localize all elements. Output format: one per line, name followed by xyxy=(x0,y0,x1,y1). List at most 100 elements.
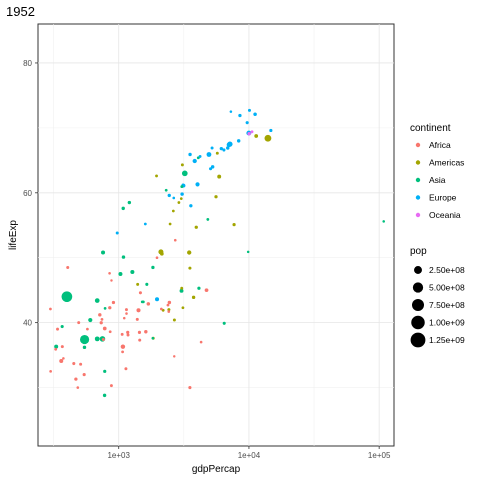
data-point-africa xyxy=(62,357,65,360)
data-point-americas xyxy=(187,250,192,255)
data-point-europe xyxy=(192,158,197,164)
data-point-asia xyxy=(60,324,64,329)
x-axis-ticks: 1e+03 1e+04 1e+05 xyxy=(107,446,391,460)
data-point-africa xyxy=(126,333,130,337)
data-point-asia xyxy=(145,282,149,286)
data-point-americas xyxy=(172,318,176,322)
legend-key-americas xyxy=(415,160,421,165)
data-point-europe xyxy=(209,167,213,171)
y-tick-label: 60 xyxy=(23,189,32,198)
data-point-americas xyxy=(160,252,164,256)
data-point-europe xyxy=(180,192,184,196)
size-legend-label: 2.50e+08 xyxy=(429,265,465,275)
data-point-europe xyxy=(143,222,147,226)
chart-title: 1952 xyxy=(6,4,35,19)
size-legend-label: 1.25e+09 xyxy=(429,335,465,345)
panel-border xyxy=(37,23,395,447)
size-legend: pop 2.50e+08 5.00e+08 7.50e+08 1.00e+09 1.25… xyxy=(410,246,465,348)
data-point-asia xyxy=(151,336,155,340)
data-point-americas xyxy=(215,151,219,155)
legend-label-africa: Africa xyxy=(429,140,451,150)
data-point-africa xyxy=(155,256,159,260)
data-point-africa xyxy=(167,310,171,313)
data-point-europe xyxy=(226,142,232,148)
data-point-europe xyxy=(219,146,223,151)
data-point-oceania xyxy=(247,132,251,136)
data-point-africa xyxy=(98,313,102,317)
data-point-americas xyxy=(217,174,222,179)
data-point-asia xyxy=(103,369,107,373)
data-point-africa xyxy=(110,279,113,282)
legend-label-americas: Americas xyxy=(429,158,464,168)
data-point-europe xyxy=(269,128,273,133)
data-point-africa xyxy=(82,373,86,377)
data-point-africa xyxy=(54,347,58,351)
data-point-africa xyxy=(49,307,52,311)
data-point-africa xyxy=(144,330,148,334)
data-point-europe xyxy=(229,110,233,113)
data-point-europe xyxy=(236,139,241,143)
data-point-europe xyxy=(222,148,226,152)
y-axis-ticks: 40 60 80 xyxy=(23,59,38,328)
data-point-europe xyxy=(198,155,202,158)
data-point-americas xyxy=(181,306,185,310)
data-point-americas xyxy=(155,174,158,178)
legend-key-europe xyxy=(415,195,421,200)
data-point-asia xyxy=(206,218,210,221)
data-point-europe xyxy=(189,204,193,208)
data-point-europe xyxy=(188,152,192,157)
data-point-africa xyxy=(126,330,130,334)
data-point-americas xyxy=(179,197,183,200)
data-point-africa xyxy=(99,321,103,325)
data-point-americas xyxy=(232,223,236,227)
data-point-africa xyxy=(111,300,116,305)
color-legend-title: continent xyxy=(410,123,451,134)
legend-label-europe: Europe xyxy=(429,193,457,203)
data-point-asia xyxy=(88,317,93,323)
data-point-asia xyxy=(103,307,107,310)
data-point-asia xyxy=(101,250,106,255)
data-point-africa xyxy=(102,326,107,331)
size-legend-key xyxy=(411,315,425,330)
data-point-americas xyxy=(254,134,259,138)
data-point-africa xyxy=(138,291,142,295)
size-legend-label: 7.50e+08 xyxy=(429,300,465,310)
data-point-africa xyxy=(72,362,76,366)
data-point-europe xyxy=(195,182,200,187)
data-point-africa xyxy=(100,318,104,321)
data-point-africa xyxy=(138,338,142,342)
data-point-europe xyxy=(245,121,249,125)
data-point-americas xyxy=(188,266,192,270)
data-point-africa xyxy=(166,303,170,307)
data-point-africa xyxy=(74,377,78,381)
data-point-europe xyxy=(172,196,176,200)
size-legend-key xyxy=(410,332,426,348)
data-point-americas xyxy=(191,295,196,300)
data-point-africa xyxy=(101,338,105,342)
data-point-africa xyxy=(188,386,192,390)
data-point-africa xyxy=(204,288,209,293)
legend-key-asia xyxy=(415,177,421,183)
data-point-asia xyxy=(94,336,100,342)
data-point-africa xyxy=(135,317,139,321)
data-point-africa xyxy=(137,330,142,334)
data-point-americas xyxy=(180,163,184,167)
data-point-europe xyxy=(167,193,171,198)
grid xyxy=(38,24,394,446)
size-legend-key xyxy=(411,298,425,312)
data-point-asia xyxy=(382,220,385,223)
data-point-africa xyxy=(167,300,172,305)
legend-key-oceania xyxy=(415,212,421,218)
data-point-europe xyxy=(226,146,230,150)
plot-panel xyxy=(37,23,395,447)
data-point-africa xyxy=(120,332,124,336)
x-tick-label: 1e+04 xyxy=(238,451,261,460)
data-point-americas xyxy=(194,225,198,229)
data-point-africa xyxy=(173,238,177,242)
data-point-africa xyxy=(76,386,80,389)
data-point-americas xyxy=(167,308,171,312)
data-point-africa xyxy=(120,344,126,349)
data-point-africa xyxy=(77,321,81,325)
data-point-europe xyxy=(115,231,119,235)
